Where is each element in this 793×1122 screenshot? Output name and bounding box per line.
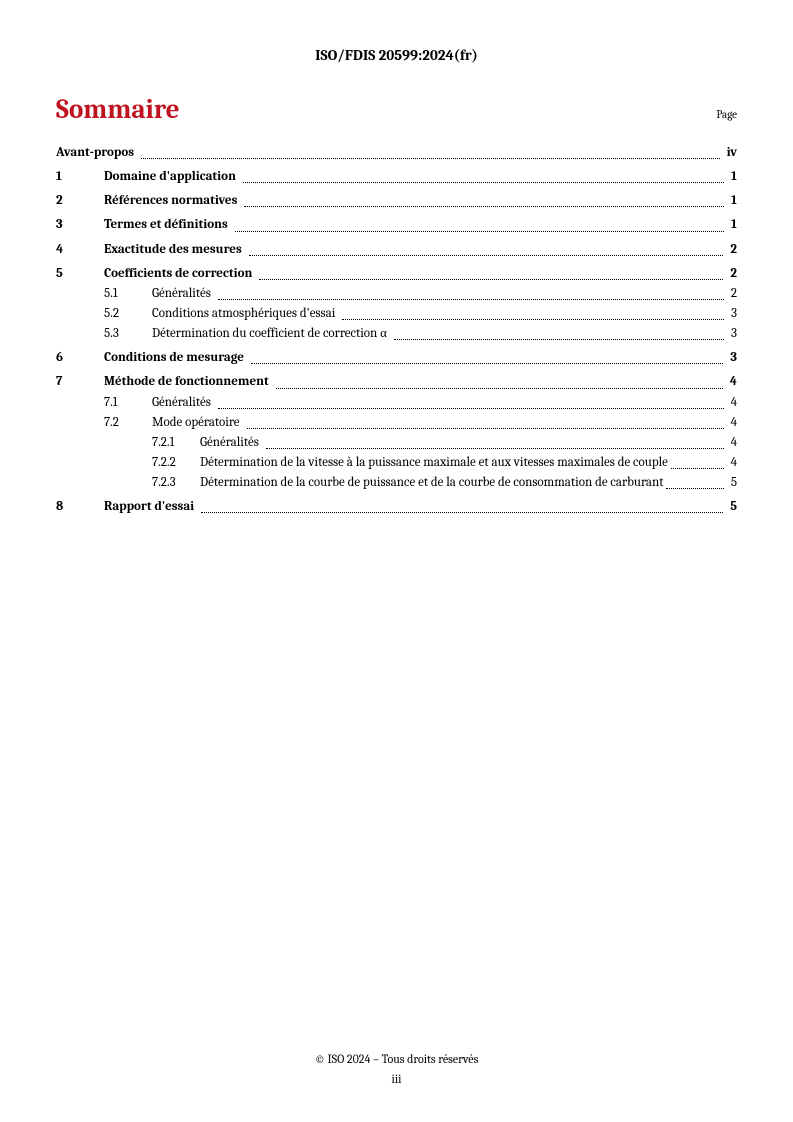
toc-entry: 4Exactitude des mesures 2 — [56, 240, 737, 260]
toc-entry: 7.2.1Généralités 4 — [56, 433, 737, 453]
toc-leader — [141, 158, 720, 159]
toc-entry: 5.2Conditions atmosphériques d'essai 3 — [56, 304, 737, 324]
toc-entry-label: Coefficients de correction — [104, 264, 256, 284]
toc-entry: 5Coefficients de correction 2 — [56, 264, 737, 284]
toc-leader — [201, 512, 723, 513]
toc-entry-number: 7.2.2 — [152, 453, 200, 473]
toc-entry-page: iv — [723, 143, 737, 163]
toc-entry-page: 2 — [727, 284, 737, 304]
toc-entry-number: 2 — [56, 191, 104, 211]
toc-entry-page: 4 — [727, 413, 737, 433]
toc-entry-label: Domaine d'application — [104, 167, 240, 187]
toc-entry-label: Détermination de la courbe de puissance … — [200, 473, 663, 493]
toc-entry-page: 2 — [726, 264, 737, 284]
toc-entry-number: 5 — [56, 264, 104, 284]
toc-entry-label: Conditions atmosphériques d'essai — [152, 304, 339, 324]
toc-entry-number: 5.2 — [104, 304, 152, 324]
toc-entry-label: Généralités — [152, 284, 215, 304]
toc-entry-label: Généralités — [200, 433, 263, 453]
toc-entry-number: 8 — [56, 497, 104, 517]
toc-entry-label: Généralités — [152, 393, 215, 413]
toc-entry-page: 4 — [727, 453, 737, 473]
toc-leader — [394, 339, 724, 340]
toc-entry-number: 7.2.3 — [152, 473, 200, 493]
toc-entry-page: 3 — [726, 348, 737, 368]
toc-entry-number: 5.3 — [104, 324, 152, 344]
toc-entry-page: 3 — [727, 324, 737, 344]
toc-entry: 3Termes et définitions 1 — [56, 215, 737, 235]
toc-entry-number: 7.2 — [104, 413, 152, 433]
toc-leader — [218, 299, 724, 300]
toc-entry: 6Conditions de mesurage 3 — [56, 348, 737, 368]
toc-entry-label: Conditions de mesurage — [104, 348, 248, 368]
toc-entry-label: Mode opératoire — [152, 413, 244, 433]
toc-leader — [251, 363, 724, 364]
toc-entry-label: Méthode de fonctionnement — [104, 372, 273, 392]
page-footer: © ISO 2024 – Tous droits réservés iii — [0, 1052, 793, 1086]
page-column-label: Page — [716, 108, 737, 121]
copyright-text: © ISO 2024 – Tous droits réservés — [0, 1052, 793, 1066]
toc-entry-label: Détermination du coefficient de correcti… — [152, 324, 391, 344]
toc-entry-label: Exactitude des mesures — [104, 240, 246, 260]
toc-leader — [249, 255, 724, 256]
toc-entry: 8Rapport d'essai 5 — [56, 497, 737, 517]
toc-entry-page: 5 — [726, 497, 737, 517]
toc-entry-page: 5 — [727, 473, 737, 493]
toc-entry-label: Références normatives — [104, 191, 241, 211]
toc-entry-label: Avant-propos — [56, 143, 138, 163]
toc-leader — [266, 448, 724, 449]
toc-entry-number: 5.1 — [104, 284, 152, 304]
toc-entry-number: 1 — [56, 167, 104, 187]
toc-entry-page: 1 — [727, 167, 737, 187]
toc-entry: 7Méthode de fonctionnement 4 — [56, 372, 737, 392]
toc-entry: 7.2Mode opératoire 4 — [56, 413, 737, 433]
toc-leader — [671, 468, 724, 469]
toc-entry: Avant-propos iv — [56, 143, 737, 163]
toc-entry: 7.2.2Détermination de la vitesse à la pu… — [56, 453, 737, 473]
toc-entry: 7.2.3Détermination de la courbe de puiss… — [56, 473, 737, 493]
toc-entry: 7.1Généralités 4 — [56, 393, 737, 413]
toc-leader — [243, 182, 724, 183]
toc-entry: 5.1Généralités 2 — [56, 284, 737, 304]
toc-leader — [276, 388, 723, 389]
toc-entry-number: 7 — [56, 372, 104, 392]
toc-leader — [342, 319, 724, 320]
toc-leader — [218, 408, 724, 409]
toc-leader — [259, 279, 723, 280]
toc-entry-number: 4 — [56, 240, 104, 260]
toc-entry-page: 4 — [726, 372, 737, 392]
toc-entry-number: 3 — [56, 215, 104, 235]
table-of-contents: Avant-proposiv1Domaine d'application12Ré… — [56, 143, 737, 517]
toc-entry-label: Rapport d'essai — [104, 497, 198, 517]
toc-entry-number: 6 — [56, 348, 104, 368]
toc-entry-label: Détermination de la vitesse à la puissan… — [200, 453, 668, 473]
toc-entry: 5.3Détermination du coefficient de corre… — [56, 324, 737, 344]
toc-entry-page: 4 — [727, 433, 737, 453]
toc-entry-page: 4 — [727, 393, 737, 413]
toc-entry-page: 2 — [726, 240, 737, 260]
toc-entry-number: 7.1 — [104, 393, 152, 413]
toc-entry-number: 7.2.1 — [152, 433, 200, 453]
toc-leader — [666, 488, 723, 489]
page-number: iii — [0, 1072, 793, 1086]
toc-entry-page: 1 — [727, 215, 737, 235]
toc-entry: 2Références normatives 1 — [56, 191, 737, 211]
toc-entry-label: Termes et définitions — [104, 215, 232, 235]
toc-leader — [235, 231, 724, 232]
toc-entry-page: 1 — [727, 191, 737, 211]
toc-leader — [247, 428, 724, 429]
toc-entry: 1Domaine d'application1 — [56, 167, 737, 187]
toc-leader — [244, 206, 724, 207]
document-identifier: ISO/FDIS 20599:2024(fr) — [56, 46, 737, 64]
toc-entry-page: 3 — [727, 304, 737, 324]
toc-title: Sommaire — [56, 94, 180, 125]
